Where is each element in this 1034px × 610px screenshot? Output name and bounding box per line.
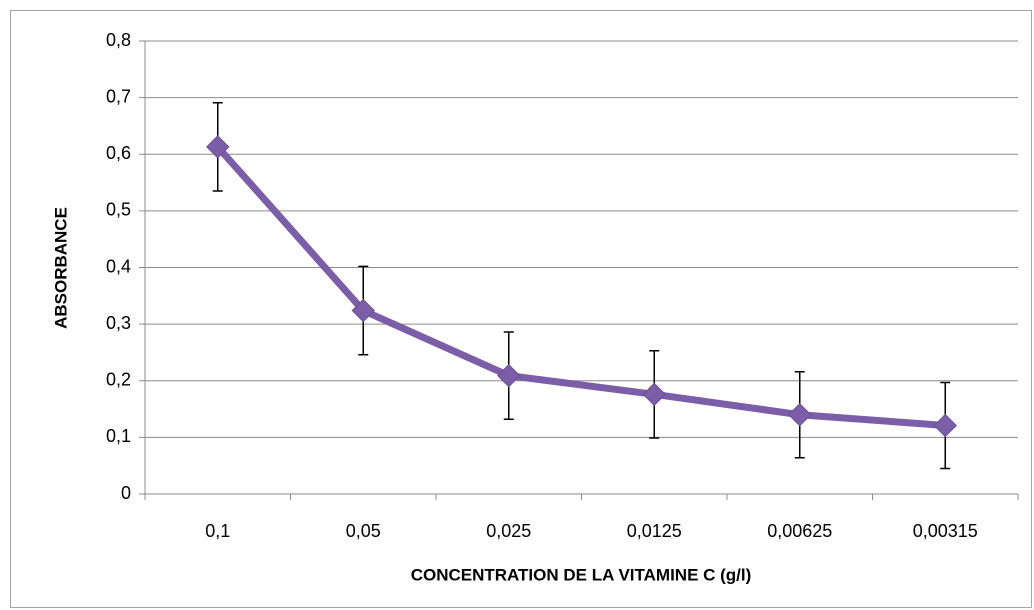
x-tick-label: 0,1 (205, 521, 230, 541)
marker (497, 363, 521, 388)
x-tick-label: 0,05 (346, 521, 381, 541)
x-tick-label: 0,0125 (627, 521, 682, 541)
y-tick-label: 0,7 (106, 86, 131, 106)
y-tick-label: 0 (121, 483, 131, 503)
y-tick-label: 0,4 (106, 256, 131, 276)
y-axis-title: ABSORBANCE (51, 207, 70, 329)
x-tick-label: 0,025 (486, 521, 531, 541)
x-tick-label: 0,00625 (767, 521, 832, 541)
data-line (215, 144, 946, 429)
y-tick-label: 0,6 (106, 143, 131, 163)
marker (933, 413, 957, 438)
marker (788, 403, 812, 427)
marker (351, 298, 375, 323)
y-tick-label: 0,1 (106, 426, 131, 446)
y-tick-label: 0,2 (106, 370, 131, 390)
y-tick-label: 0,5 (106, 200, 131, 220)
x-axis-title: CONCENTRATION DE LA VITAMINE C (g/l) (411, 565, 752, 584)
y-tick-label: 0,3 (106, 313, 131, 333)
y-tick-label: 0,8 (106, 30, 131, 50)
chart-border (10, 10, 1032, 608)
marker (206, 135, 230, 159)
x-tick-label: 0,00315 (913, 521, 978, 541)
marker (642, 382, 666, 407)
